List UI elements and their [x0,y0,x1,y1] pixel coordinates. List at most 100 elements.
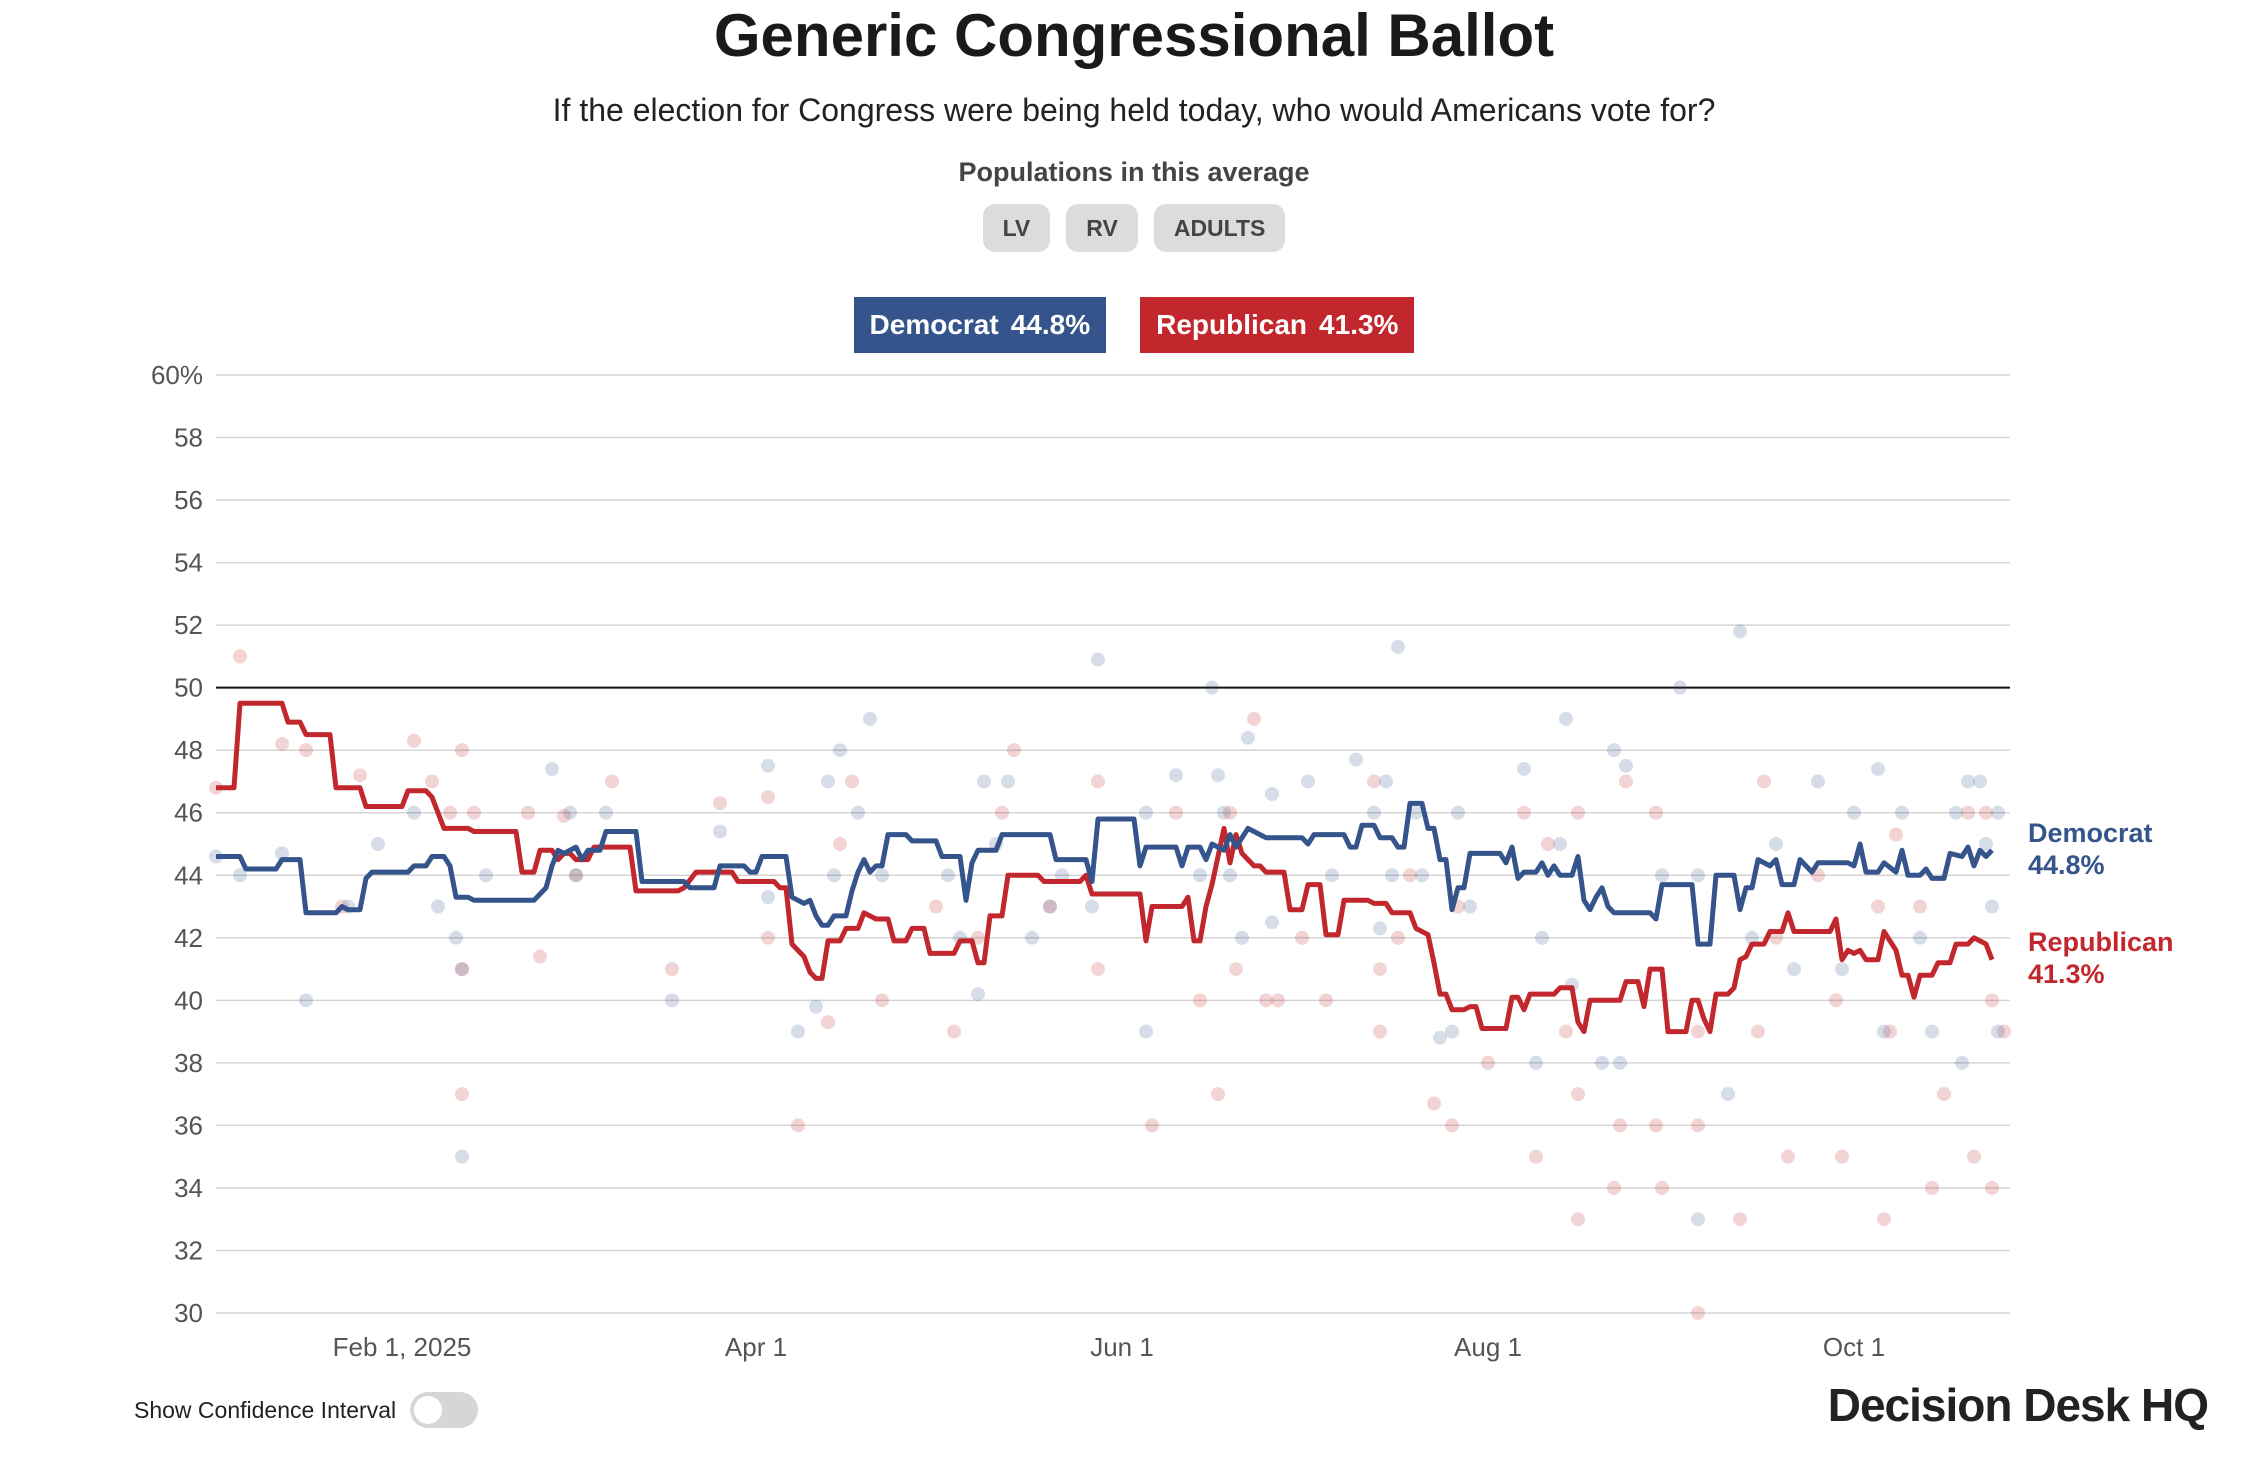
poll-dots [209,624,2011,1320]
poll-dot-democrat [1445,1024,1459,1039]
populations-label: Populations in this average [958,157,1310,187]
poll-dot-democrat [1085,899,1099,914]
poll-dot-republican [275,736,289,751]
poll-dot-democrat [569,868,583,883]
poll-dot-republican [791,1118,805,1133]
poll-dot-republican [875,993,889,1008]
population-pill-adults[interactable]: ADULTS [1153,204,1286,252]
legend-democrat-value: 44.8% [1010,309,1091,340]
poll-dot-republican [1967,1149,1981,1164]
poll-dot-democrat [1043,899,1057,914]
chart-subtitle: If the election for Congress were being … [552,92,1716,128]
poll-dot-democrat [1139,1024,1153,1039]
legend-democrat[interactable]: Democrat 44.8% [853,297,1107,353]
confidence-interval-toggle[interactable] [410,1392,479,1428]
poll-dot-democrat [1955,1055,1969,1070]
poll-dot-republican [569,868,583,883]
poll-dot-democrat [1235,930,1249,945]
poll-dot-republican [1649,805,1663,820]
poll-dot-republican [1571,1087,1585,1102]
poll-dot-democrat [1559,711,1573,726]
poll-dot-democrat [875,868,889,883]
poll-dot-republican [467,805,481,820]
poll-dot-republican [1259,993,1273,1008]
poll-dot-republican [443,805,457,820]
poll-dot-republican [1529,1149,1543,1164]
poll-dot-democrat [941,868,955,883]
poll-dot-democrat [1193,868,1207,883]
poll-dot-democrat [1409,805,1423,820]
poll-dot-democrat [449,930,463,945]
poll-dot-democrat [1787,962,1801,977]
poll-dot-republican [1997,1024,2011,1039]
y-tick-label: 36 [174,1110,203,1140]
poll-dot-republican [1883,1024,1897,1039]
poll-dot-republican [929,899,943,914]
poll-dot-republican [1229,962,1243,977]
y-tick-label: 38 [174,1048,203,1078]
confidence-interval-control: Show Confidence Interval [134,1392,479,1428]
poll-dot-republican [1373,1024,1387,1039]
poll-dot-republican [1649,1118,1663,1133]
poll-dot-democrat [1529,1055,1543,1070]
poll-dot-republican [299,743,313,758]
legend-republican[interactable]: Republican 41.3% [1140,297,1415,353]
x-tick-label: Oct 1 [1823,1332,1885,1362]
poll-dot-democrat [1847,805,1861,820]
poll-dot-republican [1961,805,1975,820]
y-tick-label: 42 [174,923,203,953]
poll-dot-republican [1913,899,1927,914]
poll-dot-republican [1925,1180,1939,1195]
poll-dot-republican [1781,1149,1795,1164]
poll-dot-republican [521,805,535,820]
poll-dot-republican [1295,930,1309,945]
population-pill-rv[interactable]: RV [1066,204,1138,252]
series-line-republican [216,700,1995,1035]
poll-dot-republican [845,774,859,789]
end-label-republican-value: 41.3% [2028,959,2105,989]
poll-dot-republican [1445,1118,1459,1133]
y-tick-label: 34 [174,1173,203,1203]
legend-republican-value: 41.3% [1319,309,1399,340]
poll-dot-republican [233,649,247,664]
poll-dot-republican [1985,993,1999,1008]
poll-dot-democrat [1913,930,1927,945]
poll-dot-republican [1391,930,1405,945]
x-tick-label: Feb 1, 2025 [333,1332,472,1362]
poll-dot-republican [1757,774,1771,789]
poll-dot-democrat [1835,962,1849,977]
poll-dot-democrat [665,993,679,1008]
poll-dot-democrat [1265,786,1279,801]
poll-dot-republican [455,1087,469,1102]
y-tick-label: 32 [174,1235,203,1265]
population-pill-lv[interactable]: LV [982,204,1051,252]
poll-dot-republican [353,768,367,783]
poll-dot-republican [1169,805,1183,820]
poll-dot-republican [947,1024,961,1039]
poll-dot-republican [1829,993,1843,1008]
poll-dot-democrat [1241,730,1255,745]
y-tick-label: 44 [174,860,203,890]
series-line-democrat [216,800,1994,947]
poll-dot-democrat [1811,774,1825,789]
poll-dot-republican [1223,805,1237,820]
poll-dot-democrat [371,837,385,851]
poll-dot-republican [1373,962,1387,977]
poll-dot-democrat [1871,761,1885,776]
poll-dot-democrat [1001,774,1015,789]
y-tick-label: 56 [174,485,203,515]
logo-text: Decision Desk HQ [1827,1379,2209,1431]
poll-dot-democrat [1673,680,1687,695]
poll-dot-democrat [1949,805,1963,820]
poll-dot-democrat [1655,868,1669,883]
poll-dot-democrat [563,805,577,820]
poll-dot-democrat [479,868,493,883]
poll-dot-republican [1559,1024,1573,1039]
poll-dot-republican [1043,899,1057,914]
poll-dot-democrat [1433,1030,1447,1045]
poll-dot-republican [1937,1087,1951,1102]
poll-dot-democrat [1169,768,1183,783]
poll-dot-democrat [1301,774,1315,789]
poll-dot-republican [1877,1212,1891,1227]
poll-dot-democrat [1991,1024,2005,1039]
